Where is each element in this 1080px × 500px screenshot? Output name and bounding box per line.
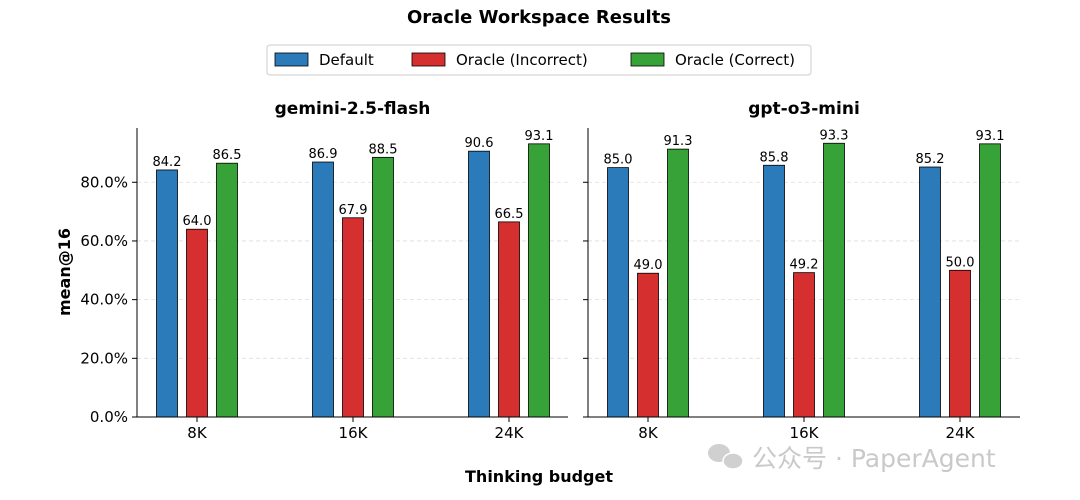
- y-tick-label: 80.0%: [80, 173, 128, 191]
- bar: [312, 161, 334, 418]
- data-label: 86.5: [213, 148, 242, 163]
- x-tick-label: 24K: [495, 424, 525, 442]
- data-label: 93.3: [820, 128, 849, 143]
- legend-label-incorrect: Oracle (Incorrect): [456, 51, 588, 69]
- y-axis-label: mean@16: [55, 228, 74, 316]
- bar: [763, 164, 785, 418]
- x-tick-label: 16K: [339, 424, 369, 442]
- data-label: 90.6: [465, 136, 494, 151]
- bar: [607, 167, 629, 418]
- y-tick-label: 40.0%: [80, 291, 128, 309]
- bar: [823, 142, 845, 418]
- x-tick-label: 24K: [946, 424, 976, 442]
- y-tick-label: 0.0%: [90, 408, 128, 426]
- data-label: 84.2: [153, 155, 182, 170]
- wechat-icon: [708, 444, 744, 470]
- bar: [216, 162, 238, 418]
- bar: [949, 269, 971, 418]
- data-label: 86.9: [309, 147, 338, 162]
- legend-label-default: Default: [319, 51, 374, 69]
- data-label: 66.5: [495, 207, 524, 222]
- bar: [637, 272, 659, 418]
- bar: [156, 169, 178, 418]
- bar: [793, 272, 815, 418]
- bar: [186, 228, 208, 418]
- data-label: 49.0: [634, 258, 663, 273]
- x-axis-label: Thinking budget: [465, 467, 613, 486]
- data-label: 93.1: [976, 129, 1005, 144]
- data-label: 50.0: [946, 255, 975, 270]
- bar: [498, 221, 520, 418]
- data-label: 49.2: [790, 258, 819, 273]
- data-label: 85.8: [760, 150, 789, 165]
- bar: [468, 150, 490, 418]
- legend: Default Oracle (Incorrect) Oracle (Corre…: [266, 44, 812, 76]
- data-label: 64.0: [183, 214, 212, 229]
- suptitle: Oracle Workspace Results: [407, 7, 671, 28]
- x-tick-label: 8K: [187, 424, 208, 442]
- legend-swatch-incorrect: [411, 52, 446, 67]
- panel-title: gpt-o3-mini: [748, 99, 860, 119]
- x-tick-label: 8K: [638, 424, 659, 442]
- bar: [667, 148, 689, 418]
- watermark: 公众号 · PaperAgent: [708, 444, 996, 473]
- bar: [919, 166, 941, 418]
- data-label: 93.1: [525, 129, 554, 144]
- data-label: 91.3: [664, 134, 693, 149]
- x-tick-label: 16K: [790, 424, 820, 442]
- legend-swatch-default: [274, 52, 309, 67]
- data-label: 88.5: [369, 142, 398, 157]
- data-label: 85.0: [604, 153, 633, 168]
- data-label: 85.2: [916, 152, 945, 167]
- bar: [372, 156, 394, 418]
- bar: [979, 143, 1001, 418]
- bar: [528, 143, 550, 418]
- legend-swatch-correct: [630, 52, 665, 67]
- bar: [342, 217, 364, 418]
- legend-label-correct: Oracle (Correct): [675, 51, 795, 69]
- y-tick-label: 60.0%: [80, 232, 128, 250]
- y-tick-label: 20.0%: [80, 349, 128, 367]
- watermark-text: 公众号 · PaperAgent: [752, 444, 996, 473]
- data-label: 67.9: [339, 203, 368, 218]
- panel-title: gemini-2.5-flash: [275, 99, 431, 119]
